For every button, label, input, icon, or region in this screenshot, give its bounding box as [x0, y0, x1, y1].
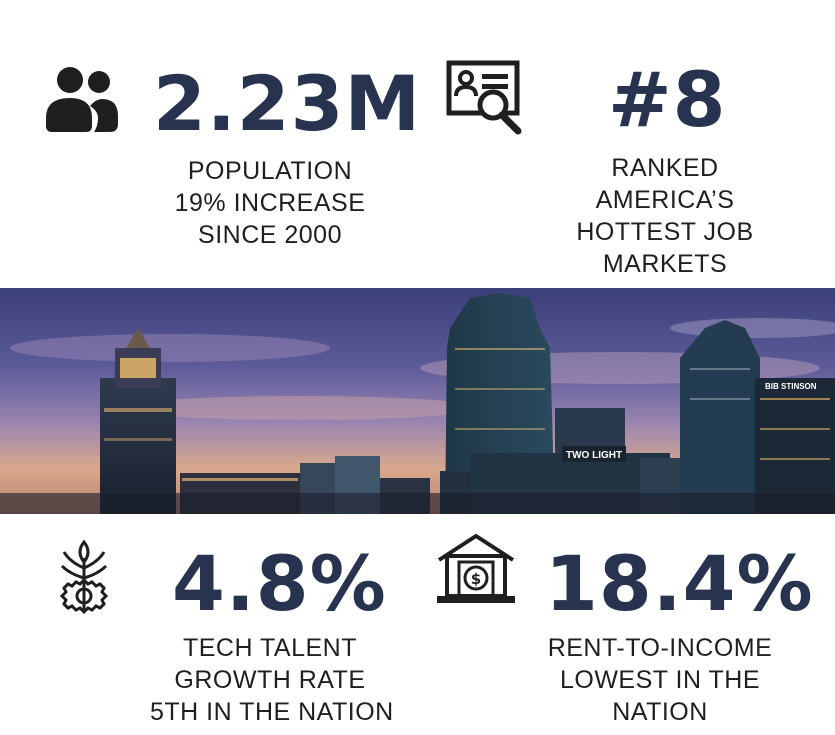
caption-line: MARKETS	[602, 250, 728, 278]
caption-line: GROWTH RATE	[174, 666, 366, 694]
job-market-caption: RANKED AMERICA’S HOTTEST JOB MARKETS	[565, 152, 765, 280]
caption-line: NATION	[612, 698, 708, 726]
two-light-sign: TWO LIGHT	[566, 450, 622, 461]
caption-line: RANKED	[611, 154, 719, 182]
caption-line: LOWEST IN THE	[559, 666, 761, 694]
tech-talent-value: 4.8%	[172, 539, 387, 628]
caption-line: RENT-TO-INCOME	[547, 634, 773, 662]
tech-talent-caption: TECH TALENT GROWTH RATE 5TH IN THE NATIO…	[150, 632, 394, 728]
city-skyline-photo: TWO LIGHT BIB STINSON	[0, 288, 835, 514]
job-market-value: #8	[608, 55, 727, 144]
resume-search-icon	[446, 60, 524, 136]
population-caption: POPULATION 19% INCREASE SINCE 2000	[160, 155, 380, 251]
people-icon	[44, 66, 120, 134]
caption-line: AMERICA’S	[595, 186, 735, 214]
caption-line: 19% INCREASE	[174, 189, 366, 217]
population-value: 2.23M	[153, 59, 422, 148]
caption-line: POPULATION	[187, 157, 353, 185]
gear-plant-icon	[58, 538, 110, 620]
caption-line: 5TH IN THE NATION	[150, 698, 394, 726]
rent-value: 18.4%	[545, 539, 814, 628]
caption-line: SINCE 2000	[198, 221, 342, 249]
house-dollar-icon: $	[435, 532, 517, 606]
svg-text:$: $	[471, 570, 481, 588]
caption-line: HOTTEST JOB	[576, 218, 754, 246]
rent-caption: RENT-TO-INCOME LOWEST IN THE NATION	[540, 632, 780, 728]
stinson-sign: BIB STINSON	[765, 382, 817, 391]
caption-line: TECH TALENT	[182, 634, 358, 662]
